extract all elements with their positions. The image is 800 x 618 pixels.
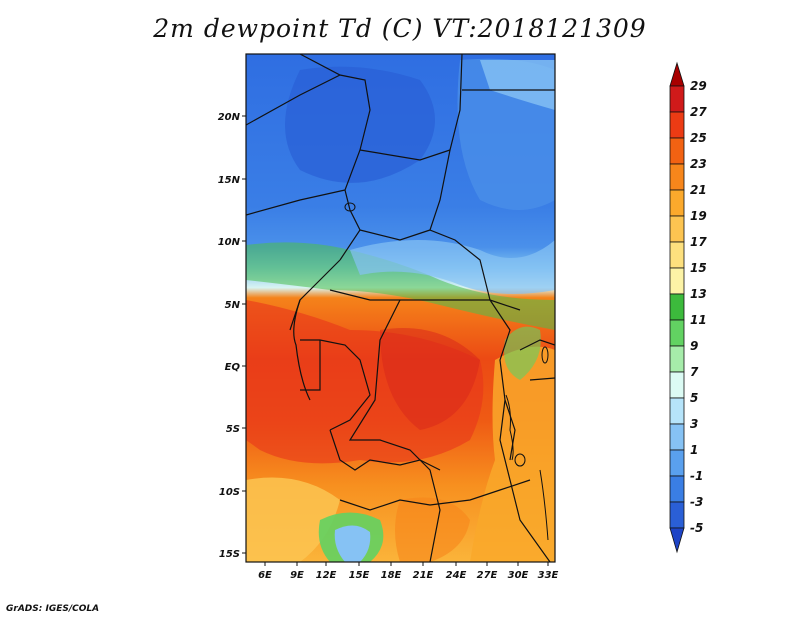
colorbar-bottom-arrow [669,527,685,554]
map-frame [245,53,556,563]
colorbar-swatch [669,475,685,503]
colorbar: 29 27 25 23 21 19 17 15 13 11 9 7 5 3 1 -1 -3 -5 [669,61,707,554]
colorbar-label: 3 [690,417,698,431]
colorbar-label: 29 [690,79,707,93]
colorbar-swatch [669,163,685,191]
colorbar-swatch [669,215,685,243]
colorbar-swatch [669,345,685,373]
colorbar-label: 19 [690,209,707,223]
colorbar-label: 11 [690,313,707,327]
colorbar-swatch [669,397,685,425]
colorbar-label: 27 [690,105,707,119]
colorbar-label: -3 [690,495,703,509]
dewpoint-field [246,54,555,562]
colorbar-swatch [669,189,685,217]
colorbar-label: -5 [690,521,703,535]
colorbar-label: 9 [690,339,698,353]
lat-tick-label: 10N [218,237,241,248]
lon-tick-label: 21E [413,570,434,581]
colorbar-swatch [669,111,685,139]
lon-tick-label: 27E [477,570,498,581]
lon-tick-label: 6E [258,570,272,581]
colorbar-swatch [669,319,685,347]
colorbar-label: -1 [690,469,703,483]
lon-tick-label: 33E [538,570,559,581]
colorbar-label: 5 [690,391,698,405]
colorbar-label: 15 [690,261,707,275]
lat-tick-label: 15N [218,175,241,186]
lat-tick-label: 5S [226,424,240,435]
colorbar-swatch [669,371,685,399]
colorbar-swatch [669,267,685,295]
colorbar-label: 25 [690,131,707,145]
lon-tick-label: 18E [381,570,402,581]
colorbar-label: 1 [690,443,698,457]
colorbar-swatch [669,423,685,451]
colorbar-swatch [669,449,685,477]
latitude-axis: 20N 15N 10N 5N EQ 5S 10S 15S [218,112,241,560]
colorbar-swatch [669,85,685,113]
map-title: 2m dewpoint Td (C) VT:2018121309 [153,14,647,43]
lat-tick-label: 5N [225,300,241,311]
colorbar-swatch [669,241,685,269]
lon-tick-label: 9E [290,570,304,581]
lon-tick-label: 24E [446,570,467,581]
colorbar-swatch [669,501,685,529]
colorbar-swatch [669,137,685,165]
lat-tick-label: 20N [218,112,241,123]
longitude-axis: 6E 9E 12E 15E 18E 21E 24E 27E 30E 33E [258,570,558,581]
colorbar-label: 7 [690,365,699,379]
lon-tick-label: 12E [316,570,337,581]
lon-tick-label: 30E [508,570,529,581]
lat-tick-label: 15S [219,549,240,560]
colorbar-label: 13 [690,287,707,301]
colorbar-swatch [669,293,685,321]
colorbar-label: 21 [690,183,707,197]
colorbar-label: 23 [690,157,707,171]
colorbar-label: 17 [690,235,707,249]
credit-label: GrADS: IGES/COLA [6,604,100,614]
colorbar-top-arrow [669,61,685,87]
lat-tick-label: EQ [225,362,241,373]
lon-tick-label: 15E [349,570,370,581]
lat-tick-label: 10S [219,487,240,498]
